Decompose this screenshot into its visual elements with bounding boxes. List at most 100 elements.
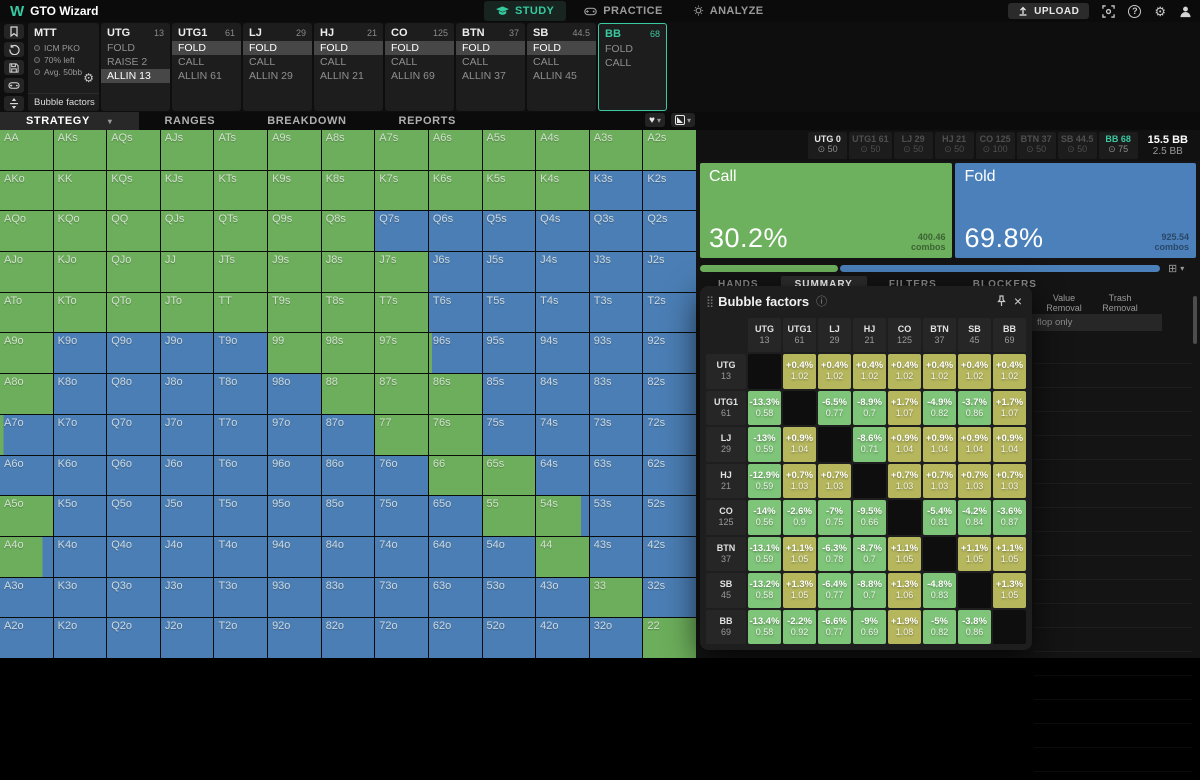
hand-cell[interactable]: 53s — [589, 496, 643, 536]
nav-tab-analyze[interactable]: ANALYZE — [681, 1, 776, 21]
hand-cell[interactable]: QJo — [107, 252, 160, 292]
hand-cell[interactable]: A7o — [0, 414, 53, 455]
game-settings-panel[interactable]: MTT ICM PKO 70% left Avg. 50bb ⚙ Bubble … — [28, 23, 99, 111]
hand-cell[interactable]: T5s — [482, 292, 536, 333]
action-row[interactable]: FOLD — [456, 41, 525, 55]
hand-cell[interactable]: KJo — [53, 252, 107, 292]
hand-cell[interactable]: T6s — [428, 292, 482, 333]
hand-cell[interactable]: QTs — [214, 211, 268, 252]
action-row[interactable]: ALLIN 45 — [533, 70, 577, 82]
hand-cell[interactable]: Q5o — [107, 496, 160, 536]
hand-cell[interactable]: 94o — [268, 536, 321, 577]
hand-cell[interactable]: AA — [0, 130, 53, 170]
hand-cell[interactable]: 87o — [321, 414, 375, 455]
action-row[interactable]: FOLD — [314, 41, 383, 55]
hand-cell[interactable]: 85o — [321, 496, 375, 536]
hand-cell[interactable]: Q5s — [482, 211, 536, 252]
close-icon[interactable]: × — [1013, 293, 1022, 309]
hand-cell[interactable]: AKs — [53, 130, 107, 170]
hand-cell[interactable]: A9s — [268, 130, 321, 170]
hand-cell[interactable]: J9s — [268, 252, 321, 292]
hand-cell[interactable]: 62s — [643, 455, 696, 496]
hand-cell[interactable]: 92s — [643, 333, 696, 374]
hand-cell[interactable]: KJs — [160, 170, 214, 211]
hand-cell[interactable]: 98o — [268, 374, 321, 414]
bookmark-icon[interactable] — [4, 24, 24, 39]
hand-cell[interactable]: 76o — [375, 455, 428, 496]
hand-cell[interactable]: Q8s — [321, 211, 375, 252]
hand-cell[interactable]: K6s — [428, 170, 482, 211]
hand-cell[interactable]: 75s — [482, 414, 536, 455]
hand-cell[interactable]: 86o — [321, 455, 375, 496]
hand-cell[interactable]: J8o — [160, 374, 214, 414]
hand-cell[interactable]: T4s — [536, 292, 589, 333]
hand-cell[interactable]: 74o — [375, 536, 428, 577]
hand-cell[interactable]: T7s — [375, 292, 428, 333]
hand-cell[interactable]: 43o — [536, 577, 589, 618]
street-chip-sb[interactable]: SB 44.5 ⊙ 50 — [1057, 132, 1097, 159]
hand-cell[interactable]: 54s — [536, 496, 589, 536]
hand-cell[interactable]: ATo — [0, 292, 53, 333]
action-row[interactable]: ALLIN 37 — [462, 70, 506, 82]
tab-filters[interactable]: FILTERS — [888, 279, 937, 290]
hand-cell[interactable]: A7s — [375, 130, 428, 170]
hand-cell[interactable]: 72s — [643, 414, 696, 455]
hand-cell[interactable]: J4s — [536, 252, 589, 292]
hand-cell[interactable]: T9o — [214, 333, 268, 374]
hand-cell[interactable]: 64s — [536, 455, 589, 496]
hand-cell[interactable]: J3s — [589, 252, 643, 292]
hand-cell[interactable]: 85s — [482, 374, 536, 414]
hand-cell[interactable]: 95o — [268, 496, 321, 536]
history-icon[interactable] — [4, 42, 24, 57]
hand-cell[interactable]: AJo — [0, 252, 53, 292]
action-row[interactable]: FOLD — [527, 41, 596, 55]
hand-cell[interactable]: 97s — [375, 333, 428, 374]
hand-cell[interactable]: T2s — [643, 292, 696, 333]
hand-cell[interactable]: K9s — [268, 170, 321, 211]
hand-cell[interactable]: K8o — [53, 374, 107, 414]
position-column-lj[interactable]: LJ 29 FOLD CALL ALLIN 29 — [243, 23, 312, 111]
hand-cell[interactable]: K7o — [53, 414, 107, 455]
hand-cell[interactable]: A8o — [0, 374, 53, 414]
hand-cell[interactable]: 77 — [375, 414, 428, 455]
hand-cell[interactable]: 93s — [589, 333, 643, 374]
bubble-factors-link[interactable]: Bubble factors — [28, 93, 99, 111]
hand-cell[interactable]: 63s — [589, 455, 643, 496]
tab-breakdown[interactable]: BREAKDOWN — [267, 115, 347, 127]
hand-cell[interactable]: Q3s — [589, 211, 643, 252]
hand-cell[interactable]: T6o — [214, 455, 268, 496]
hand-cell[interactable]: 65o — [428, 496, 482, 536]
hand-cell[interactable]: T5o — [214, 496, 268, 536]
hand-cell[interactable]: 42o — [536, 618, 589, 658]
hand-cell[interactable]: 66 — [428, 455, 482, 496]
hand-cell[interactable]: 55 — [482, 496, 536, 536]
hand-cell[interactable]: A9o — [0, 333, 53, 374]
gamepad-icon[interactable] — [4, 78, 24, 93]
position-column-utg[interactable]: UTG 13 FOLD RAISE 2 ALLIN 13 — [101, 23, 170, 111]
action-row[interactable]: CALL — [605, 57, 632, 69]
hand-cell[interactable]: 97o — [268, 414, 321, 455]
blockers-row[interactable]: flop only — [1032, 314, 1162, 331]
hand-cell[interactable]: 73s — [589, 414, 643, 455]
hand-cell[interactable]: J9o — [160, 333, 214, 374]
street-chip-utg1[interactable]: UTG1 61 ⊙ 50 — [849, 132, 892, 159]
hand-cell[interactable]: J7s — [375, 252, 428, 292]
action-panel-fold[interactable]: Fold 69.8% 925.54 combos — [955, 163, 1196, 258]
hand-cell[interactable]: AKo — [0, 170, 53, 211]
hand-cell[interactable]: J5s — [482, 252, 536, 292]
action-row[interactable]: CALL — [533, 56, 560, 68]
hand-cell[interactable]: Q6o — [107, 455, 160, 496]
hand-cell[interactable]: TT — [214, 292, 268, 333]
hand-cell[interactable]: J3o — [160, 577, 214, 618]
hand-cell[interactable]: 82o — [321, 618, 375, 658]
hand-cell[interactable]: 88 — [321, 374, 375, 414]
hand-cell[interactable]: 32s — [643, 577, 696, 618]
street-chip-co[interactable]: CO 125 ⊙ 100 — [975, 132, 1015, 159]
hand-cell[interactable]: T3s — [589, 292, 643, 333]
tab-reports[interactable]: REPORTS — [398, 115, 456, 127]
hand-cell[interactable]: K5s — [482, 170, 536, 211]
hand-cell[interactable]: AJs — [160, 130, 214, 170]
hand-cell[interactable]: J2s — [643, 252, 696, 292]
hand-cell[interactable]: KQo — [53, 211, 107, 252]
hand-cell[interactable]: 42s — [643, 536, 696, 577]
